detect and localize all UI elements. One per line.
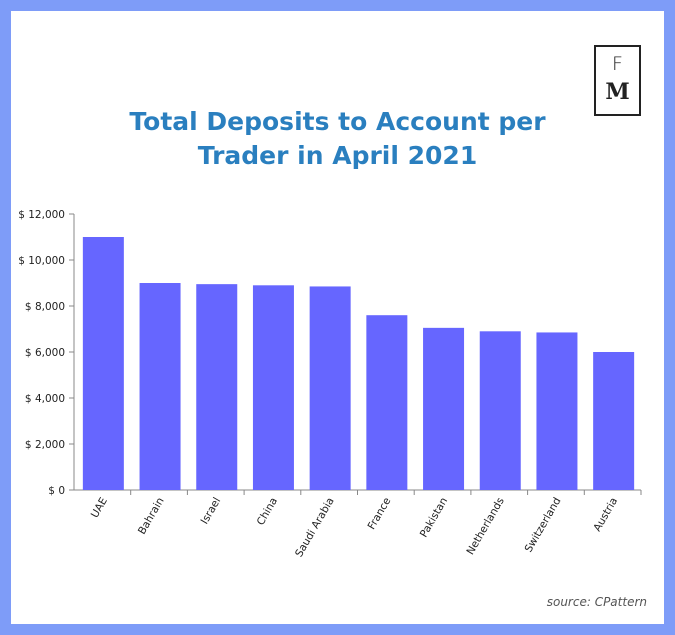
bar [139, 283, 181, 490]
logo-letter-m: M [605, 79, 630, 105]
y-tick-label: $ 4,000 [25, 393, 65, 405]
y-tick-label: $ 2,000 [25, 439, 65, 451]
x-tick-label: Switzerland [523, 496, 564, 555]
bar [423, 327, 465, 490]
y-tick-label: $ 12,000 [18, 209, 65, 221]
bar [196, 284, 238, 490]
x-tick-label: UAE [89, 496, 110, 521]
chart-title-line-2: Trader in April 2021 [197, 141, 478, 170]
x-tick-label: Pakistan [418, 496, 450, 540]
x-tick-label: Austria [591, 496, 620, 534]
x-tick-label: Netherlands [464, 496, 506, 557]
logo-letter-f: F [612, 53, 623, 75]
x-tick-label: France [366, 496, 394, 532]
x-tick-label: China [255, 496, 280, 528]
bar [252, 285, 294, 490]
bar [82, 237, 124, 490]
bar [593, 352, 635, 490]
bar-chart: $ 0 $ 2,000 $ 4,000 $ 6,000 $ 8,000 $ 10,000 $… [18, 209, 642, 560]
y-tick-label: $ 8,000 [25, 301, 65, 313]
source-note: source: CPattern [546, 595, 647, 609]
bar [366, 315, 408, 490]
bar [479, 331, 521, 490]
chart-card: F M Total Deposits to Account per Trader… [11, 11, 664, 624]
y-tick-label: $ 6,000 [25, 347, 65, 359]
bar [536, 332, 578, 490]
fm-logo: F M [594, 45, 641, 116]
y-tick-label: $ 0 [48, 485, 65, 497]
y-tick-label: $ 10,000 [18, 255, 65, 267]
bar [309, 286, 351, 490]
x-tick-label: Saudi Arabia [293, 496, 337, 560]
x-tick-label: Israel [199, 496, 224, 527]
x-tick-label: Bahrain [136, 496, 167, 537]
chart-title-line-1: Total Deposits to Account per [129, 107, 546, 136]
